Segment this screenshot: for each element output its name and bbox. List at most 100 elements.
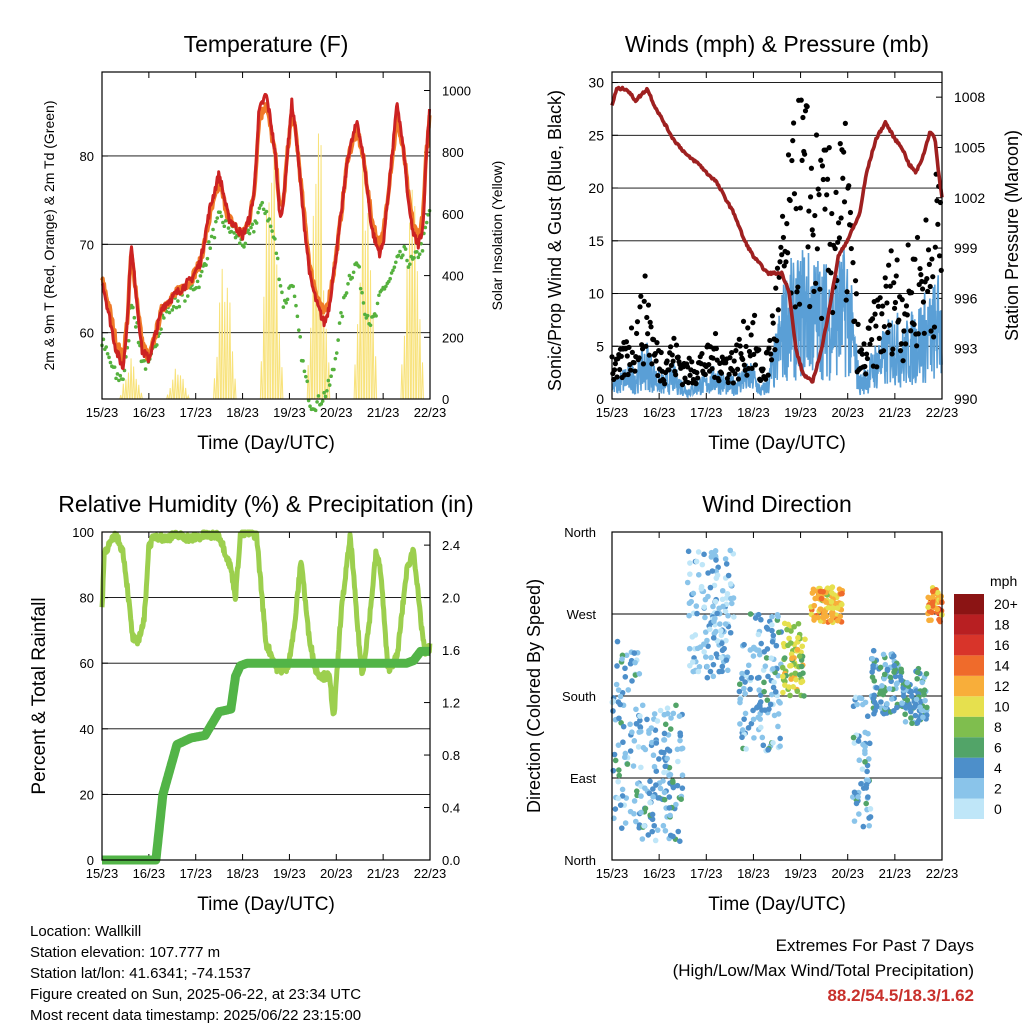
dewpoint-point: [336, 338, 340, 342]
direction-point: [630, 763, 637, 769]
gust-point: [938, 267, 944, 273]
gust-point: [835, 220, 842, 226]
y-tick-label: 20: [588, 180, 604, 196]
extremes-subtitle: (High/Low/Max Wind/Total Precipitation): [672, 961, 974, 980]
gust-point: [789, 157, 795, 164]
gust-point: [829, 210, 835, 217]
dewpoint-point: [114, 376, 118, 381]
direction-point: [625, 687, 632, 693]
direction-point: [724, 590, 731, 597]
direction-point: [790, 684, 797, 690]
direction-point: [666, 805, 673, 811]
direction-point: [736, 681, 743, 688]
x-tick-label: 21/23: [367, 405, 400, 420]
colorbar: mph 0 2 4 6 8 10 12 14 16 18 20+: [954, 573, 1018, 819]
gust-point: [634, 330, 640, 337]
gust-point: [899, 297, 905, 303]
gust-point: [751, 312, 758, 318]
direction-points: [609, 547, 945, 844]
dewpoint-point: [396, 253, 401, 258]
plot-border: [611, 531, 943, 861]
direction-point: [862, 699, 869, 706]
solar-spike: [272, 144, 276, 400]
gust-point: [936, 253, 943, 259]
direction-point: [921, 691, 927, 698]
dewpoint-point: [337, 321, 342, 325]
gust-point: [631, 360, 637, 366]
gust-point: [918, 272, 924, 278]
dewpoint-point: [361, 301, 366, 305]
direction-point: [779, 664, 786, 671]
direction-point: [662, 827, 669, 834]
gust-point: [650, 337, 657, 343]
x-axis-label: Time (Day/UTC): [197, 894, 335, 915]
x-tick-label: 21/23: [879, 405, 912, 420]
dewpoint-point: [406, 265, 411, 269]
dewpoint-point: [246, 228, 250, 233]
direction-point: [858, 781, 864, 787]
chart-title: Winds (mph) & Pressure (mb): [625, 31, 929, 57]
direction-point: [830, 605, 837, 611]
gust-point: [770, 320, 776, 326]
direction-point: [720, 603, 726, 610]
dewpoint-point: [298, 335, 303, 339]
solar-spike: [181, 378, 185, 400]
gust-point: [806, 208, 812, 214]
direction-point: [722, 621, 729, 627]
direction-point: [794, 646, 801, 653]
direction-point: [710, 673, 717, 680]
gust-point: [673, 372, 679, 378]
direction-point: [615, 795, 622, 802]
direction-point: [742, 679, 748, 685]
colorbar-swatch: [954, 716, 984, 738]
direction-point: [897, 673, 904, 680]
direction-point: [632, 659, 638, 666]
created-text: Figure created on Sun, 2025-06-22, at 23…: [30, 986, 362, 1003]
gust-point: [790, 138, 796, 144]
dewpoint-point: [339, 310, 343, 315]
dewpoint-point: [308, 404, 312, 409]
gust-point: [756, 347, 762, 353]
y-tick-label: 100: [72, 525, 94, 540]
direction-point: [802, 636, 808, 643]
gust-point: [740, 356, 746, 363]
direction-point: [935, 589, 941, 596]
gust-point: [836, 235, 843, 241]
direction-point: [653, 768, 660, 774]
gust-point: [612, 361, 618, 367]
dewpoint-point: [273, 237, 277, 241]
x-tick-label: 16/23: [133, 866, 166, 881]
direction-point: [719, 663, 726, 670]
dewpoint-point: [157, 331, 162, 336]
gust-point: [859, 351, 865, 357]
solar-spike: [127, 372, 130, 400]
gust-point: [679, 382, 686, 388]
gust-point: [744, 372, 750, 378]
x-tick-label: 19/23: [784, 405, 817, 420]
direction-point: [762, 707, 768, 713]
solar-spike: [233, 378, 237, 400]
direction-point: [777, 743, 783, 750]
y2-axis-label: Station Pressure (Maroon): [1002, 130, 1022, 341]
colorbar-label: 0: [994, 801, 1002, 817]
x-tick-label: 17/23: [690, 866, 723, 881]
gust-point: [924, 276, 930, 282]
solar-spike: [267, 202, 271, 400]
location-text: Location: Wallkill: [30, 923, 142, 940]
gust-point: [928, 328, 934, 334]
solar-spike: [168, 387, 172, 400]
gust-point: [733, 347, 739, 354]
direction-point: [894, 680, 900, 686]
dewpoint-point: [104, 345, 109, 349]
gust-point: [675, 354, 681, 360]
direction-point: [811, 602, 818, 609]
dewpoint-point: [292, 294, 297, 299]
direction-point: [823, 599, 829, 605]
dewpoint-point: [126, 338, 131, 343]
gust-point: [838, 215, 844, 221]
x-tick-label: 22/23: [414, 866, 447, 881]
dewpoint-point: [357, 265, 362, 269]
direction-point: [693, 558, 700, 565]
gust-point: [914, 234, 921, 241]
direction-point: [884, 666, 891, 673]
